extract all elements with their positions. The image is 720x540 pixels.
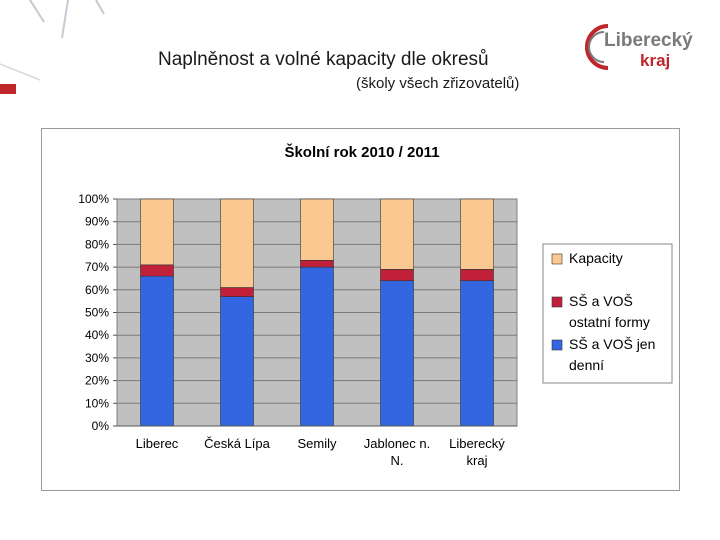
x-tick-label-line: Jablonec n. xyxy=(364,436,431,451)
legend-swatch xyxy=(551,253,563,265)
bar-segment-denni xyxy=(300,266,334,427)
bar-segment-denni xyxy=(140,275,174,427)
bar-segment-ostatni xyxy=(220,287,254,297)
x-tick-label: Česká Lípa xyxy=(204,436,271,451)
legend-label: SŠ a VOŠ ostatní formy xyxy=(569,293,650,330)
svg-text:Liberecký: Liberecký xyxy=(604,30,693,51)
x-tick-label-line: kraj xyxy=(467,453,488,468)
stacked-bar-chart: Školní rok 2010 / 2011 0% 10% 20% 30% 40% 50%… xyxy=(78,143,673,468)
y-tick-label: 90% xyxy=(85,215,109,229)
bar-segment-ostatni xyxy=(460,269,494,282)
y-tick-label: 80% xyxy=(85,237,109,251)
y-tick-label: 20% xyxy=(85,374,109,388)
y-tick-label: 40% xyxy=(85,328,109,342)
bar-segment-kapacity xyxy=(140,198,174,266)
bar-segment-denni xyxy=(460,280,494,427)
legend-label-line: ostatní formy xyxy=(569,314,650,330)
y-tick-label: 10% xyxy=(85,396,109,410)
legend-label: SŠ a VOŠ jen denní xyxy=(569,336,655,373)
y-tick-label: 30% xyxy=(85,351,109,365)
bar-segment-kapacity xyxy=(380,198,414,270)
bar-segment-kapacity xyxy=(300,198,334,261)
plot-area: 0% 10% 20% 30% 40% 50% 60% 70% 80% 90% 100% Liberec… xyxy=(78,192,518,468)
legend-box xyxy=(542,243,673,384)
svg-text:kraj: kraj xyxy=(640,51,670,70)
y-tick-label: 100% xyxy=(78,192,109,206)
bar-segment-ostatni xyxy=(300,259,334,268)
x-tick-label-line: N. xyxy=(391,453,404,468)
red-corner-mark xyxy=(0,84,16,94)
x-tick-label: Liberecký kraj xyxy=(449,436,505,468)
x-tick-label-line: Semily xyxy=(297,436,337,451)
bar-segment-denni xyxy=(380,280,414,427)
legend-label-line: Kapacity xyxy=(569,250,623,266)
x-tick-label-line: Liberec xyxy=(136,436,179,451)
bar-segment-kapacity xyxy=(460,198,494,270)
chart-title: Školní rok 2010 / 2011 xyxy=(284,143,439,161)
legend-label: Kapacity xyxy=(569,250,623,266)
page-title: Naplněnost a volné kapacity dle okresů xyxy=(158,49,489,70)
bar-segment-ostatni xyxy=(140,264,174,277)
legend-label-line: SŠ a VOŠ jen xyxy=(569,336,655,352)
x-tick-label-line: Liberecký xyxy=(449,436,505,451)
bar-segment-ostatni xyxy=(380,269,414,282)
decorative-corner-graphic xyxy=(0,0,105,94)
liberecky-kraj-logo: Liberecký kraj xyxy=(585,24,693,70)
legend-label-line: SŠ a VOŠ xyxy=(569,293,633,309)
legend-label-line: denní xyxy=(569,357,604,373)
chart-frame: Školní rok 2010 / 2011 0% 10% 20% 30% 40% 50%… xyxy=(41,128,680,491)
x-tick-label: Jablonec n. N. xyxy=(364,436,431,468)
legend: Kapacity SŠ a VOŠ ostatní formy SŠ a VOŠ je… xyxy=(542,243,673,384)
legend-swatch xyxy=(551,339,563,351)
y-tick-label: 70% xyxy=(85,260,109,274)
x-tick-label: Liberec xyxy=(136,436,179,451)
bar-segment-kapacity xyxy=(220,198,254,288)
x-tick-label: Semily xyxy=(297,436,337,451)
y-tick-label: 0% xyxy=(92,419,110,433)
legend-swatch xyxy=(551,296,563,308)
y-tick-label: 50% xyxy=(85,306,109,320)
x-tick-label-line: Česká Lípa xyxy=(204,436,271,451)
bar-segment-denni xyxy=(220,296,254,427)
page-subtitle: (školy všech zřizovatelů) xyxy=(356,75,520,92)
y-tick-label: 60% xyxy=(85,283,109,297)
